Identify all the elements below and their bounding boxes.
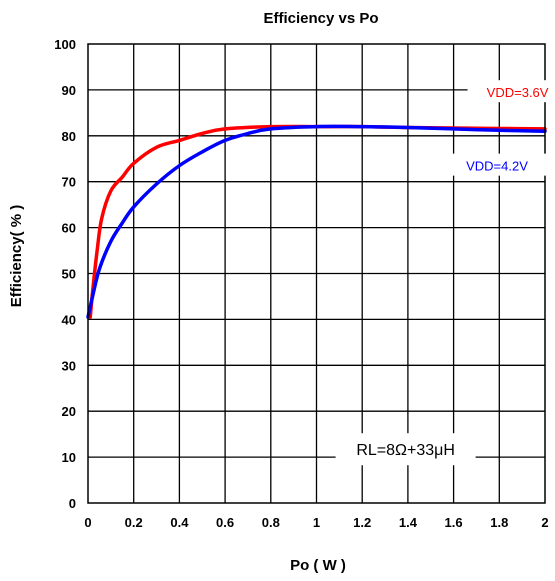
x-tick-label: 0.8 <box>262 515 280 530</box>
x-tick-label: 1.2 <box>353 515 371 530</box>
x-tick-label: 0 <box>84 515 91 530</box>
y-tick-label: 60 <box>62 221 76 236</box>
grid <box>88 44 545 503</box>
chart-title: Efficiency vs Po <box>263 10 378 27</box>
x-tick-label: 1.4 <box>399 515 418 530</box>
series-labels: VDD=3.6V VDD=4.2V <box>447 80 555 176</box>
y-tick-label: 0 <box>69 496 76 511</box>
y-tick-label: 20 <box>62 404 76 419</box>
y-tick-label: 40 <box>62 312 76 327</box>
y-tick-label: 10 <box>62 450 76 465</box>
series-label-1: VDD=3.6V <box>487 85 549 100</box>
series-label-background <box>467 80 555 103</box>
x-axis-label: Po ( W ) <box>290 557 346 574</box>
y-tick-label: 90 <box>62 83 76 98</box>
x-tick-label: 1.6 <box>445 515 463 530</box>
annotation: RL=8Ω+33μH <box>335 433 476 466</box>
annotation-text: RL=8Ω+33μH <box>356 442 455 459</box>
series-label-background <box>447 153 548 176</box>
x-tick-label: 0.4 <box>170 515 189 530</box>
series-line-2 <box>86 124 547 319</box>
x-tick-label: 0.6 <box>216 515 234 530</box>
y-tick-label: 50 <box>62 267 76 282</box>
x-tick-label: 0.2 <box>125 515 143 530</box>
y-tick-label: 70 <box>62 175 76 190</box>
y-tick-label: 30 <box>62 358 76 373</box>
plot-area-frame <box>87 43 546 504</box>
y-tick-label: 100 <box>54 37 76 52</box>
annotation-background <box>335 433 476 466</box>
y-axis-label: Efficiency( % ) <box>8 205 25 308</box>
series-lines <box>86 124 547 319</box>
axis-ticks: 0 0.2 0.4 0.6 0.8 1 1.2 1.4 1.6 1.8 20102030405060… <box>54 37 548 530</box>
x-tick-label: 1 <box>313 515 320 530</box>
series-label-2: VDD=4.2V <box>466 159 528 174</box>
x-tick-label: 1.8 <box>490 515 508 530</box>
y-tick-label: 80 <box>62 129 76 144</box>
x-tick-label: 2 <box>541 515 548 530</box>
